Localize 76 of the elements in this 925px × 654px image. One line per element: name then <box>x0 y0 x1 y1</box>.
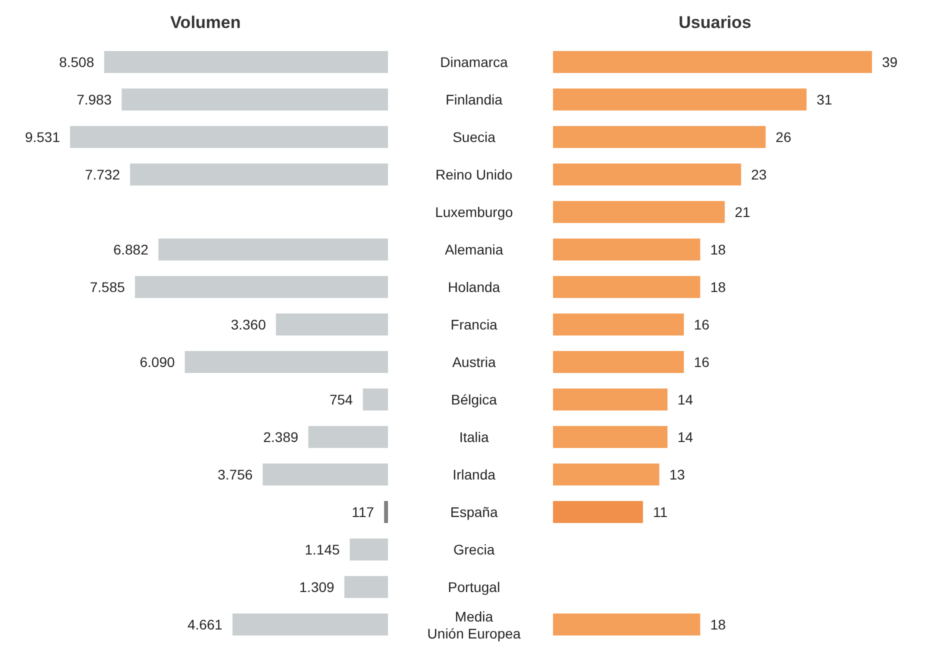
data-label: 117 <box>352 504 374 520</box>
data-label: 3.756 <box>218 466 253 482</box>
bar <box>308 426 388 448</box>
data-label: 16 <box>694 316 710 332</box>
y-tick-label: Grecia <box>453 541 495 558</box>
bar <box>553 464 660 486</box>
data-label: 7.585 <box>90 278 126 295</box>
bar <box>553 351 684 373</box>
bar <box>553 314 684 336</box>
data-label: 8.508 <box>59 54 94 70</box>
y-tick-label: Irlanda <box>452 466 496 482</box>
bar <box>553 201 725 223</box>
data-label: 7.983 <box>76 91 112 108</box>
bar <box>553 238 700 260</box>
data-label: 1.309 <box>299 578 335 595</box>
bar <box>553 276 700 298</box>
bar <box>344 576 388 598</box>
y-tick-label: Dinamarca <box>440 54 508 70</box>
data-label: 14 <box>678 391 694 408</box>
data-label: 39 <box>882 54 898 70</box>
bar <box>553 426 668 448</box>
bar <box>553 51 872 73</box>
y-tick-label: Italia <box>459 428 489 445</box>
bar <box>553 614 700 636</box>
y-tick-label: Austria <box>452 354 496 370</box>
y-tick-label: España <box>450 504 498 520</box>
y-tick-label: Reino Unido <box>435 166 513 182</box>
data-label: 4.661 <box>187 616 223 632</box>
bar <box>134 276 388 298</box>
y-tick-label: Holanda <box>448 278 500 295</box>
bar <box>362 388 388 410</box>
bar <box>553 164 742 186</box>
bar <box>70 126 388 148</box>
bar <box>184 351 388 373</box>
bar <box>553 501 643 523</box>
y-tick-label: Suecia <box>452 128 496 145</box>
y-tick-label: Portugal <box>448 578 500 595</box>
bar <box>384 501 388 523</box>
y-tick-label: Luxemburgo <box>435 204 514 220</box>
data-label: 9.531 <box>24 128 60 145</box>
data-label: 1.145 <box>304 541 340 558</box>
data-label: 16 <box>694 354 710 370</box>
data-label: 7.732 <box>84 166 120 182</box>
data-label: 23 <box>751 166 767 182</box>
data-label: 14 <box>678 428 694 445</box>
y-tick-label: Alemania <box>444 241 504 258</box>
data-label: 18 <box>710 278 726 295</box>
y-tick-label: Media Unión Europea <box>427 608 521 642</box>
bar <box>553 88 807 110</box>
data-label: 31 <box>816 91 832 108</box>
bar <box>104 51 388 73</box>
data-label: 6.090 <box>140 354 176 370</box>
data-label: 18 <box>710 616 726 632</box>
bar <box>350 538 388 560</box>
y-tick-label: Francia <box>450 316 498 332</box>
bar <box>553 388 668 410</box>
data-label: 754 <box>329 391 354 408</box>
chart-title: Volumen <box>169 12 242 34</box>
data-label: 26 <box>776 128 792 145</box>
bar <box>262 464 388 486</box>
data-label: 13 <box>669 466 686 482</box>
data-label: 6.882 <box>113 241 149 258</box>
y-tick-label: Finlandia <box>446 91 503 108</box>
bar <box>122 88 388 110</box>
bar <box>232 614 388 636</box>
data-label: 18 <box>710 241 726 258</box>
data-label: 11 <box>652 504 668 520</box>
data-label: 2.389 <box>263 428 298 445</box>
bar <box>276 314 388 336</box>
y-tick-label: Bélgica <box>451 391 498 408</box>
bar <box>553 126 766 148</box>
data-label: 3.360 <box>230 316 266 332</box>
bar <box>158 238 388 260</box>
data-label: 21 <box>734 204 751 220</box>
chart-title: Usuarios <box>678 12 752 34</box>
bar <box>130 164 388 186</box>
